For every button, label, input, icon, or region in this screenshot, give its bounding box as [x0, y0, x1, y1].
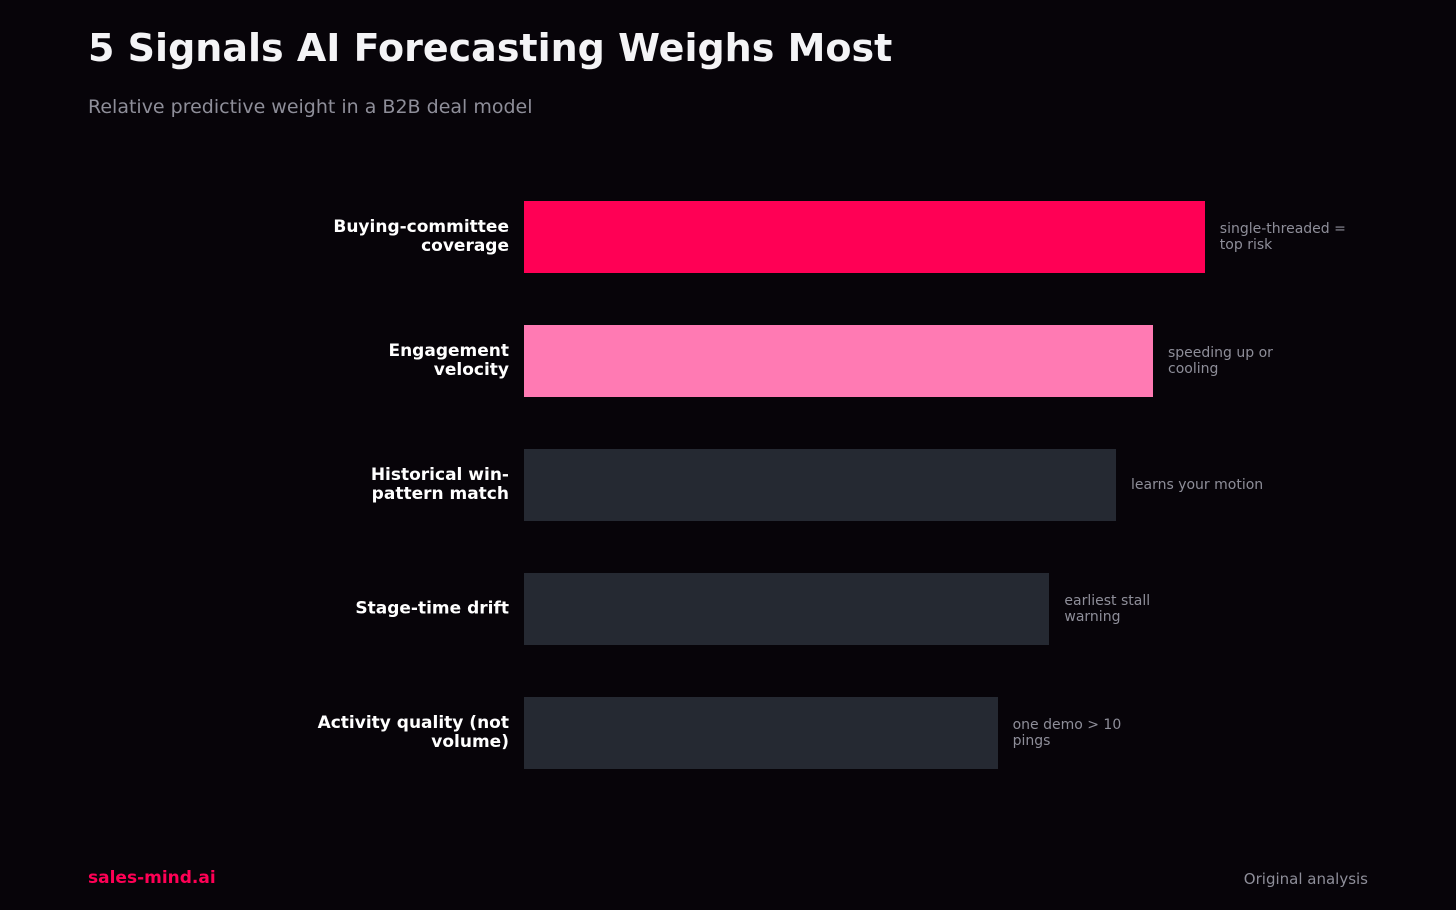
bar [524, 573, 1050, 645]
bar [524, 325, 1153, 397]
bar [524, 697, 998, 769]
category-label: Engagement velocity [388, 341, 509, 380]
brand: sales-mind.ai [88, 868, 216, 888]
bar-annotation: speeding up or cooling [1168, 345, 1273, 377]
bar-annotation: single-threaded = top risk [1219, 221, 1346, 253]
category-label: Historical win-pattern match [370, 465, 509, 504]
bar-annotation: earliest stall warning [1064, 593, 1151, 625]
bar [524, 449, 1116, 521]
category-label: Buying-committee coverage [333, 217, 509, 256]
source-note: Original analysis [1243, 870, 1368, 888]
chart-title: 5 Signals AI Forecasting Weighs Most [88, 26, 893, 70]
category-label: Activity quality (not volume) [317, 713, 509, 752]
bar [524, 201, 1205, 273]
category-label: Stage-time drift [355, 598, 509, 619]
bar-annotation: one demo > 10 pings [1012, 717, 1122, 749]
chart-subtitle: Relative predictive weight in a B2B deal… [88, 96, 533, 118]
bar-annotation: learns your motion [1131, 477, 1264, 493]
